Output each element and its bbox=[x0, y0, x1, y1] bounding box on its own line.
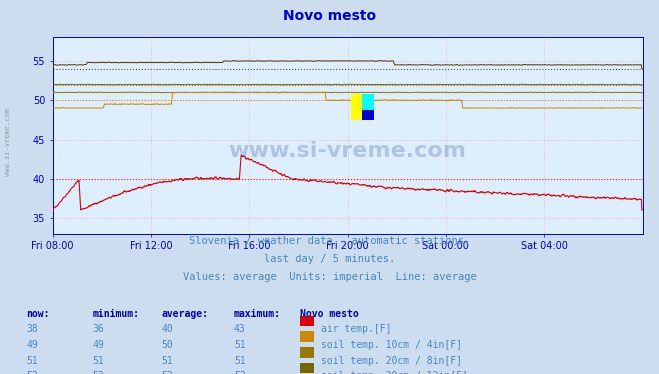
Text: minimum:: minimum: bbox=[92, 309, 139, 319]
Text: 51: 51 bbox=[92, 356, 104, 366]
Text: 43: 43 bbox=[234, 324, 246, 334]
Text: Values: average  Units: imperial  Line: average: Values: average Units: imperial Line: av… bbox=[183, 272, 476, 282]
Text: Novo mesto: Novo mesto bbox=[300, 309, 358, 319]
Text: 51: 51 bbox=[234, 356, 246, 366]
Text: average:: average: bbox=[161, 309, 208, 319]
Text: 50: 50 bbox=[161, 340, 173, 350]
Text: 49: 49 bbox=[26, 340, 38, 350]
Text: 51: 51 bbox=[234, 340, 246, 350]
Bar bbox=[351, 94, 362, 120]
Text: www.si-vreme.com: www.si-vreme.com bbox=[229, 141, 467, 161]
Text: 49: 49 bbox=[92, 340, 104, 350]
Text: 40: 40 bbox=[161, 324, 173, 334]
Text: 52: 52 bbox=[92, 371, 104, 374]
Text: 51: 51 bbox=[26, 356, 38, 366]
Text: 52: 52 bbox=[234, 371, 246, 374]
Text: last day / 5 minutes.: last day / 5 minutes. bbox=[264, 254, 395, 264]
Text: now:: now: bbox=[26, 309, 50, 319]
Bar bbox=[362, 94, 374, 110]
Text: air temp.[F]: air temp.[F] bbox=[321, 324, 391, 334]
Text: Novo mesto: Novo mesto bbox=[283, 9, 376, 23]
Text: 52: 52 bbox=[161, 371, 173, 374]
Text: maximum:: maximum: bbox=[234, 309, 281, 319]
Bar bbox=[362, 110, 374, 120]
Text: 36: 36 bbox=[92, 324, 104, 334]
Text: 38: 38 bbox=[26, 324, 38, 334]
Text: Slovenia / weather data - automatic stations.: Slovenia / weather data - automatic stat… bbox=[189, 236, 470, 246]
Text: 51: 51 bbox=[161, 356, 173, 366]
Text: 52: 52 bbox=[26, 371, 38, 374]
Text: soil temp. 20cm / 8in[F]: soil temp. 20cm / 8in[F] bbox=[321, 356, 462, 366]
Text: www.si-vreme.com: www.si-vreme.com bbox=[5, 108, 11, 176]
Text: soil temp. 30cm / 12in[F]: soil temp. 30cm / 12in[F] bbox=[321, 371, 468, 374]
Text: soil temp. 10cm / 4in[F]: soil temp. 10cm / 4in[F] bbox=[321, 340, 462, 350]
